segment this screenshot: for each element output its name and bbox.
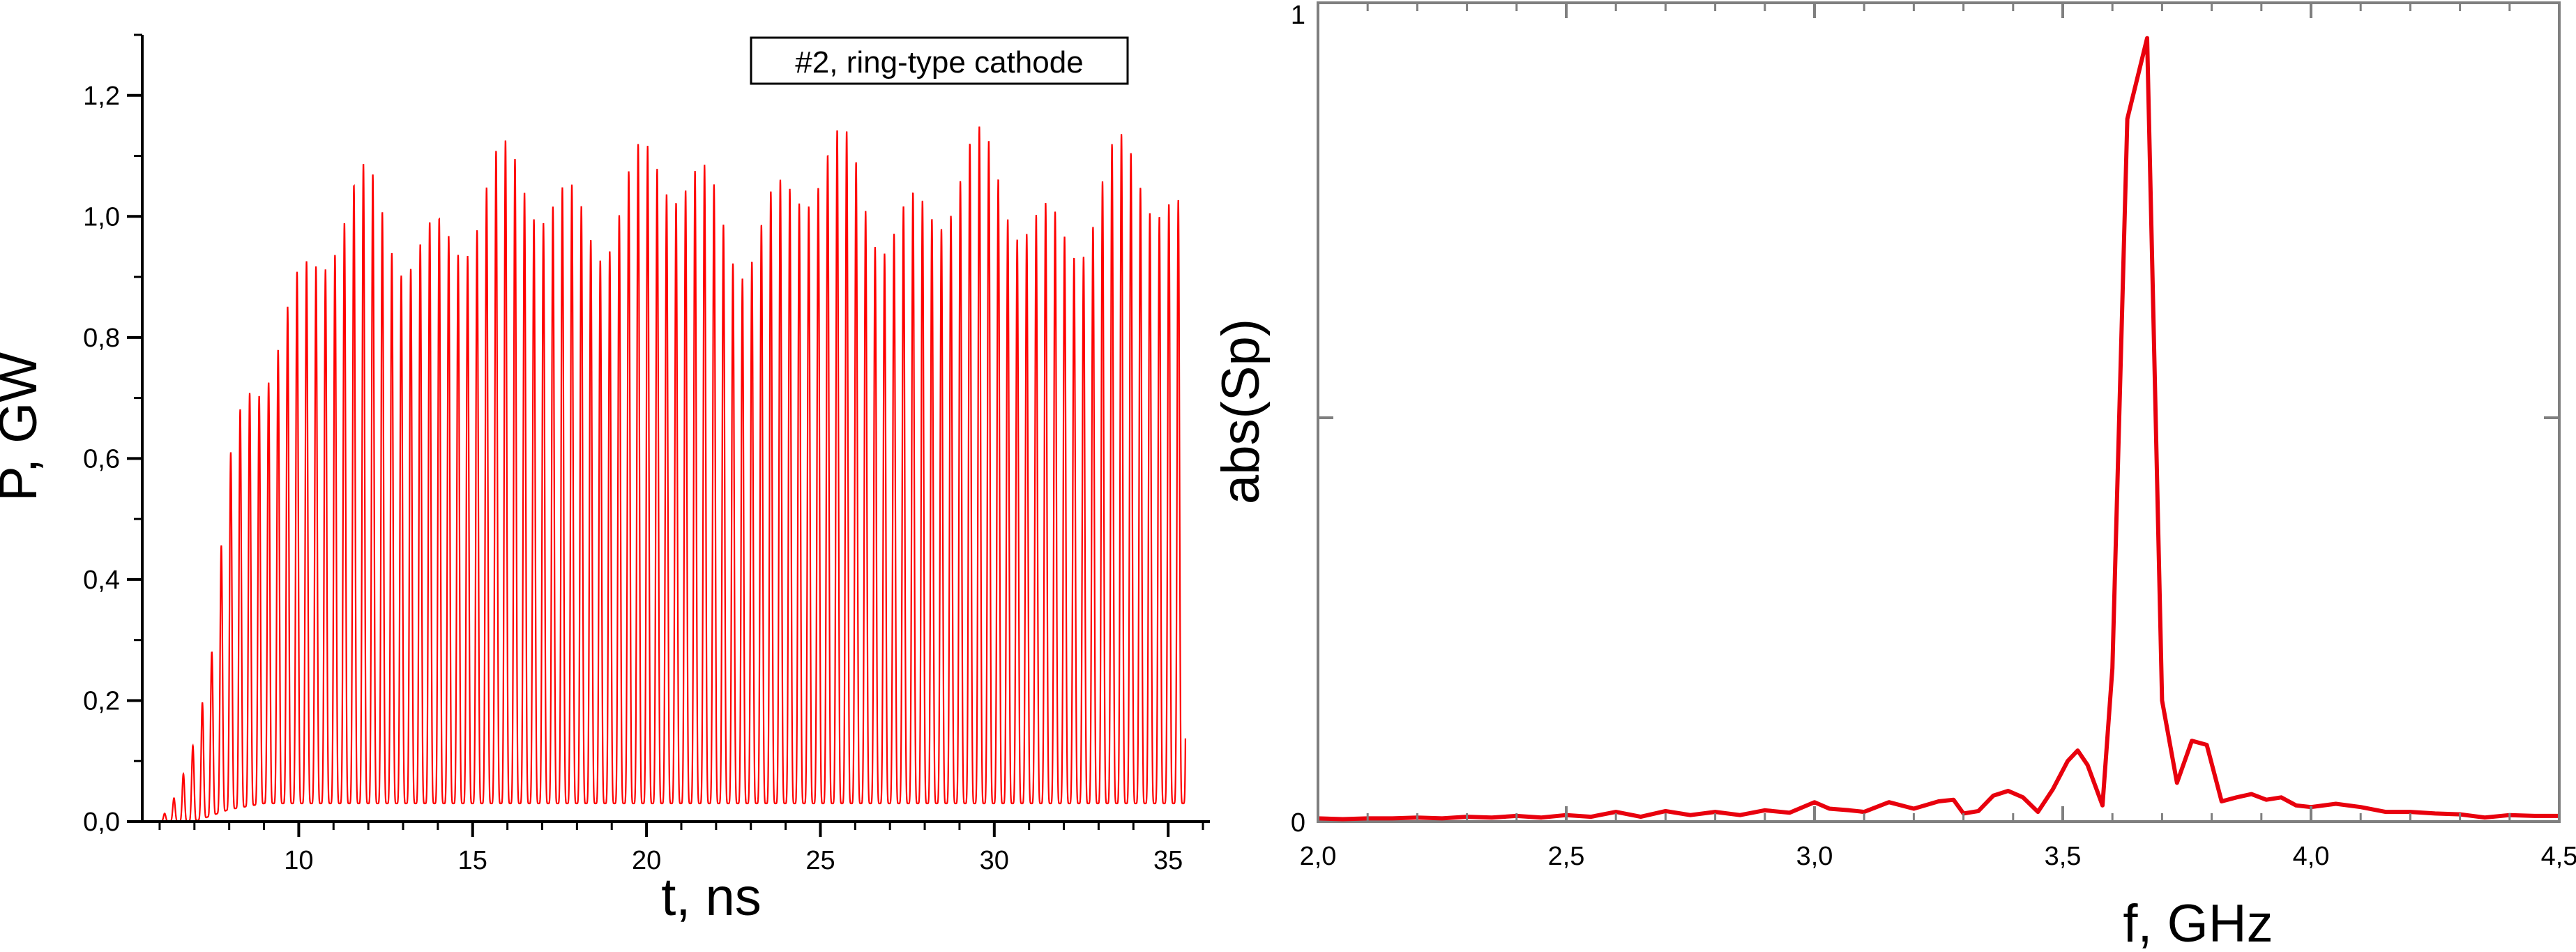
left-y-tick-label: 1,0 bbox=[83, 202, 120, 232]
left-y-ticks: 0,0 0,2 0,4 0,6 0,8 1,0 1,2 bbox=[83, 33, 142, 837]
left-y-tick-label: 1,2 bbox=[83, 82, 120, 111]
right-y-tick-label: 1 bbox=[1291, 1, 1305, 30]
left-axes bbox=[141, 35, 1210, 823]
right-x-tick-label: 3,5 bbox=[2045, 842, 2082, 871]
right-x-ticks: 2,0 2,5 3,0 3,5 4,0 4,5 bbox=[1300, 3, 2576, 871]
left-y-tick-label: 0,4 bbox=[83, 566, 120, 595]
right-x-tick-label: 4,5 bbox=[2541, 842, 2576, 871]
left-legend: #2, ring-type cathode bbox=[750, 36, 1129, 85]
right-chart: 2,0 2,5 3,0 3,5 4,0 4,5 01 f, GHz abs(Sp) bbox=[1211, 1, 2576, 952]
left-plot-area bbox=[159, 126, 1186, 823]
right-x-axis-title: f, GHz bbox=[2123, 894, 2273, 952]
left-x-axis-title: t, ns bbox=[661, 868, 762, 927]
left-y-axis-title: P, GW bbox=[0, 352, 48, 501]
left-legend-label: #2, ring-type cathode bbox=[795, 45, 1083, 80]
left-x-tick-label: 25 bbox=[805, 846, 835, 875]
right-x-tick-label: 2,0 bbox=[1300, 842, 1337, 871]
left-chart: 10 15 20 25 30 35 0,0 0,2 0,4 0,6 0,8 1,0 1,2 t, ns… bbox=[0, 33, 1210, 927]
right-y-ticks: 01 bbox=[1291, 1, 2559, 838]
left-x-tick-label: 15 bbox=[458, 846, 487, 875]
left-y-tick-label: 0,8 bbox=[83, 324, 120, 353]
right-x-tick-label: 4,0 bbox=[2293, 842, 2330, 871]
right-plot-frame bbox=[1317, 1, 2561, 823]
left-series-line bbox=[159, 126, 1186, 823]
left-x-tick-label: 20 bbox=[632, 846, 661, 875]
right-x-tick-label: 3,0 bbox=[1796, 842, 1833, 871]
left-y-tick-label: 0,6 bbox=[83, 444, 120, 474]
left-x-tick-label: 10 bbox=[284, 846, 313, 875]
left-y-tick-label: 0,2 bbox=[83, 686, 120, 716]
right-series-line bbox=[1317, 36, 2559, 822]
left-x-tick-label: 30 bbox=[980, 846, 1009, 875]
right-x-tick-label: 2,5 bbox=[1548, 842, 1585, 871]
right-plot-area bbox=[1317, 36, 2559, 822]
left-x-ticks: 10 15 20 25 30 35 bbox=[158, 822, 1204, 875]
left-y-tick-label: 0,0 bbox=[83, 808, 120, 837]
left-x-tick-label: 35 bbox=[1153, 846, 1183, 875]
left-legend-box bbox=[750, 36, 1129, 85]
right-y-tick-label: 0 bbox=[1291, 808, 1305, 838]
right-y-axis-title: abs(Sp) bbox=[1211, 319, 1271, 504]
